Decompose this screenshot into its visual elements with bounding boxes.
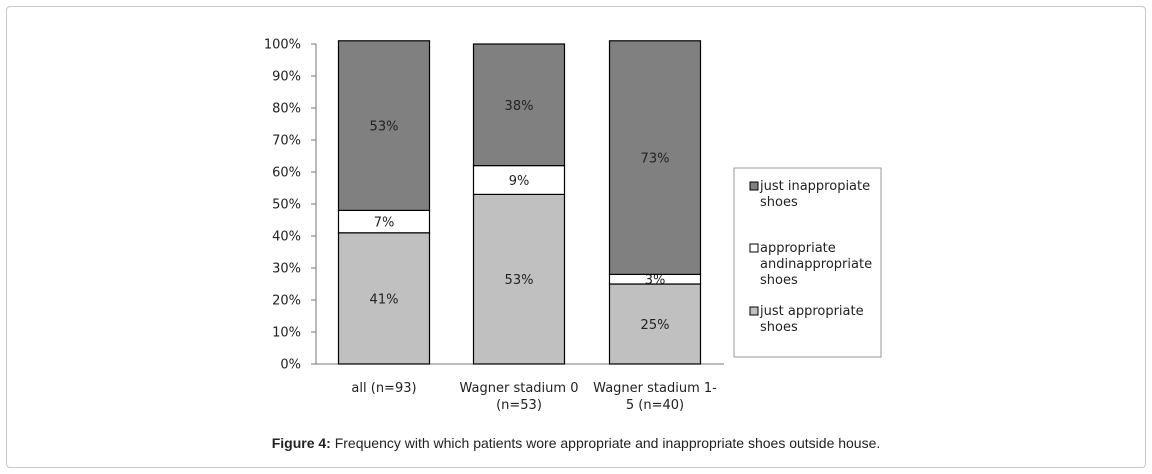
y-tick-label: 40% — [272, 230, 301, 245]
figure-caption: Figure 4: Frequency with which patients … — [0, 435, 1152, 451]
legend: just inappropiateshoesappropriateandinap… — [733, 167, 882, 358]
data-label: 25% — [641, 318, 670, 333]
data-label: 9% — [509, 174, 530, 189]
data-label: 38% — [505, 99, 534, 114]
legend-swatch — [749, 181, 759, 191]
legend-label: shoes — [760, 273, 798, 288]
bar-segment — [472, 193, 566, 365]
y-tick-label: 80% — [272, 102, 301, 117]
y-tick-label: 100% — [264, 38, 301, 53]
bar-segment — [608, 40, 702, 276]
y-tick-label: 90% — [272, 70, 301, 85]
legend-label: just appropriate — [759, 304, 864, 319]
data-label: 3% — [645, 273, 666, 288]
y-tick-label: 0% — [280, 358, 301, 373]
data-label: 73% — [641, 152, 670, 167]
bar-segment — [337, 40, 431, 212]
bar-segment — [337, 232, 431, 365]
figure-label: Figure 4: — [271, 435, 331, 451]
x-tick-label: (n=53) — [496, 398, 542, 413]
y-tick-label: 70% — [272, 134, 301, 149]
data-label: 41% — [370, 292, 399, 307]
y-tick-label: 60% — [272, 166, 301, 181]
x-tick-label: Wagner stadium 1- — [593, 381, 717, 396]
x-axis: all (n=93) Wagner stadium 0 (n=53) Wagner s… — [351, 381, 717, 413]
figure-caption-text: Frequency with which patients wore appro… — [330, 435, 881, 451]
legend-swatch — [749, 243, 759, 253]
y-tick-label: 50% — [272, 198, 301, 213]
x-tick-label: Wagner stadium 0 — [460, 381, 579, 396]
legend-label: shoes — [760, 195, 798, 210]
legend-label: shoes — [760, 320, 798, 335]
data-label: 53% — [505, 273, 534, 288]
legend-label: andinappropriate — [760, 257, 872, 272]
data-label: 7% — [374, 216, 395, 231]
x-tick-label: all (n=93) — [351, 381, 416, 396]
y-axis: 0% 10% 20% 30% 40% 50% 60% 70% 80% 90% 100% — [264, 38, 724, 373]
legend-label: just inappropiate — [759, 179, 870, 194]
figure-frame — [6, 6, 1146, 468]
legend-label: appropriate — [760, 241, 836, 256]
data-label: 53% — [370, 120, 399, 135]
y-tick-label: 10% — [272, 326, 301, 341]
bar-segment — [472, 43, 566, 167]
legend-box — [733, 167, 882, 358]
y-tick-label: 30% — [272, 262, 301, 277]
legend-swatch — [749, 306, 759, 316]
bar-segment — [472, 165, 566, 196]
bars-group: 41% 7% 53% 53% 9% 38% 25% 3% 73% — [337, 40, 702, 365]
y-tick-label: 20% — [272, 294, 301, 309]
x-tick-label: 5 (n=40) — [626, 398, 684, 413]
